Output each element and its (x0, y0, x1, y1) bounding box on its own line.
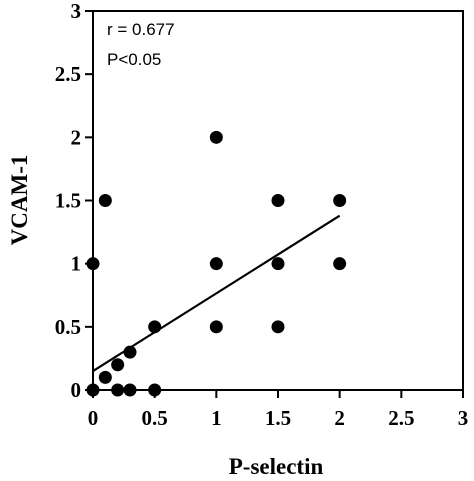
y-tick-label: 0 (71, 378, 82, 402)
data-point (209, 257, 223, 271)
data-points (86, 130, 347, 397)
y-tick-label: 1 (71, 252, 82, 276)
data-point (86, 257, 100, 271)
y-axis-title: VCAM-1 (7, 155, 32, 246)
x-tick-label: 0 (88, 406, 99, 430)
regression-line-group (92, 214, 341, 372)
data-point (123, 383, 137, 397)
x-axis-title: P-selectin (229, 454, 324, 479)
data-point (333, 194, 347, 207)
data-point (333, 257, 347, 271)
y-tick-label: 0.5 (55, 315, 81, 339)
data-point (98, 194, 112, 207)
data-point (271, 257, 285, 271)
data-point (148, 383, 162, 397)
regression-line (92, 214, 341, 372)
x-tick-label: 1 (211, 406, 222, 430)
y-tick-label: 2 (71, 125, 82, 149)
data-point (86, 383, 100, 397)
data-point (111, 358, 125, 372)
x-tick-label: 1.5 (265, 406, 291, 430)
tick-labels: 0 0.5 1 1.5 2 2.5 3 0 0.5 1 1.5 2 2.5 3 (55, 0, 469, 430)
data-point (111, 383, 125, 397)
x-tick-label: 3 (458, 406, 469, 430)
y-tick-label: 1.5 (55, 189, 81, 213)
x-tick-label: 2 (334, 406, 345, 430)
p-value-annotation: P<0.05 (107, 50, 161, 69)
data-point (148, 320, 162, 334)
data-point (209, 130, 223, 144)
y-tick-label: 3 (71, 0, 82, 23)
data-point (271, 194, 285, 207)
y-tick-label: 2.5 (55, 62, 81, 86)
data-point (123, 345, 137, 359)
data-point (271, 320, 285, 334)
data-point (98, 370, 112, 384)
r-value-annotation: r = 0.677 (107, 20, 175, 39)
data-point (209, 320, 223, 334)
x-tick-label: 0.5 (142, 406, 168, 430)
x-tick-label: 2.5 (388, 406, 414, 430)
